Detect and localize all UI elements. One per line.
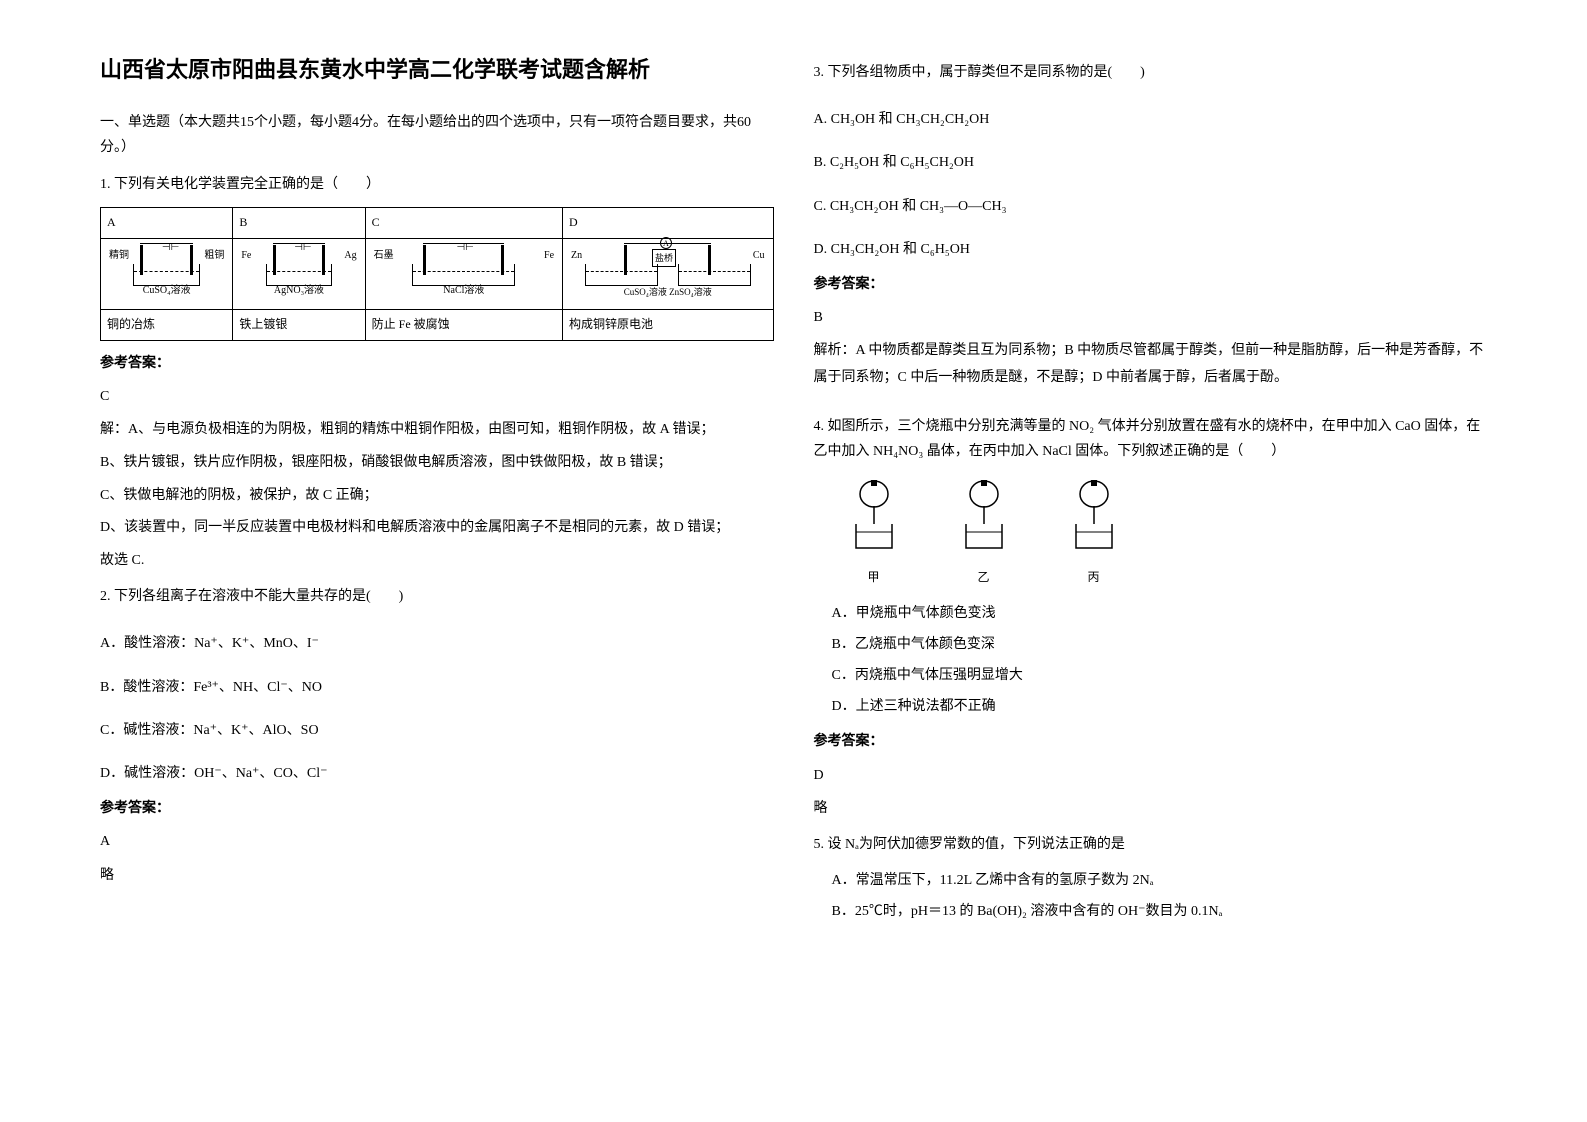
table-row: ⊣⊢ 精铜 粗铜 CuSO₄溶液 ⊣⊢ Fe Ag [101, 238, 774, 310]
flask-jia: 甲 [844, 476, 904, 589]
q1-text: 1. 下列有关电化学装置完全正确的是（ ） [100, 172, 774, 197]
header-a: A [101, 208, 233, 239]
desc-d: 构成铜锌原电池 [563, 310, 773, 341]
flask-yi: 乙 [954, 476, 1014, 589]
q2-optA: A．酸性溶液：Na⁺、K⁺、MnO、I⁻ [100, 631, 774, 656]
q3-exp: 解析：A 中物质都是醇类且互为同系物；B 中物质尽管都属于醇类，但前一种是脂肪醇… [814, 338, 1488, 391]
header-d: D [563, 208, 773, 239]
q4-answer: D [814, 763, 1488, 788]
label: CuSO₄溶液 [624, 287, 667, 297]
cell-c-diagram: ⊣⊢ 石墨 Fe NaCl溶液 [365, 238, 562, 310]
flask-bing: 丙 [1064, 476, 1124, 589]
q4-optA: A．甲烧瓶中气体颜色变浅 [832, 601, 1488, 626]
battery-icon: ⊣⊢ [294, 239, 311, 257]
left-column: 山西省太原市阳曲县东黄水中学高二化学联考试题含解析 一、单选题（本大题共15个小… [80, 50, 794, 1072]
answer-label: 参考答案： [100, 796, 774, 821]
q5-text: 5. 设 Nₐ为阿伏加德罗常数的值，下列说法正确的是 [814, 832, 1488, 857]
header-c: C [365, 208, 562, 239]
flask-diagram: 甲 乙 丙 [844, 476, 1488, 589]
desc-c: 防止 Fe 被腐蚀 [365, 310, 562, 341]
q1-exp: D、该装置中，同一半反应装置中电极材料和电解质溶液中的金属阳离子不是相同的元素，… [100, 515, 774, 542]
q2-exp: 略 [100, 863, 774, 890]
label: NaCl溶液 [372, 282, 556, 300]
flask-icon [954, 476, 1014, 556]
label: ZnSO₄溶液 [669, 287, 712, 297]
label: 石墨 [374, 247, 394, 265]
answer-label: 参考答案： [814, 272, 1488, 297]
q5-optB: B．25℃时，pH＝13 的 Ba(OH)₂ 溶液中含有的 OH⁻数目为 0.1… [832, 899, 1488, 924]
q2-optB: B．酸性溶液：Fe³⁺、NH、Cl⁻、NO [100, 675, 774, 700]
q4-optC: C．丙烧瓶中气体压强明显增大 [832, 663, 1488, 688]
label: 精铜 [109, 247, 129, 265]
label: AgNO₃溶液 [239, 282, 358, 300]
desc-a: 铜的冶炼 [101, 310, 233, 341]
q3-optD: D. CH₃CH₂OH 和 C₆H₅OH [814, 237, 1488, 262]
label: Fe [241, 247, 251, 265]
q4-optD: D．上述三种说法都不正确 [832, 694, 1488, 719]
q3-text: 3. 下列各组物质中，属于醇类但不是同系物的是( ) [814, 60, 1488, 85]
q2-optC: C．碱性溶液：Na⁺、K⁺、AlO、SO [100, 718, 774, 743]
answer-label: 参考答案： [100, 351, 774, 376]
right-column: 3. 下列各组物质中，属于醇类但不是同系物的是( ) A. CH₃OH 和 CH… [794, 50, 1508, 1072]
cell-d-diagram: A 盐桥 Zn Cu CuSO₄溶液 ZnSO₄溶液 [563, 238, 773, 310]
label: CuSO₄溶液 [107, 282, 226, 300]
cell-a-diagram: ⊣⊢ 精铜 粗铜 CuSO₄溶液 [101, 238, 233, 310]
q3-optA: A. CH₃OH 和 CH₃CH₂CH₂OH [814, 107, 1488, 132]
q4-optB: B．乙烧瓶中气体颜色变深 [832, 632, 1488, 657]
label: Ag [344, 247, 356, 265]
q4-exp: 略 [814, 796, 1488, 823]
device-table: A B C D ⊣⊢ 精铜 粗铜 CuSO₄溶液 ⊣⊢ [100, 207, 774, 341]
battery-icon: ⊣⊢ [162, 239, 179, 257]
label: Cu [753, 247, 765, 265]
q3-answer: B [814, 305, 1488, 330]
q1-exp: 故选 C. [100, 548, 774, 575]
q3-optB: B. C₂H₅OH 和 C₆H₅CH₂OH [814, 150, 1488, 175]
table-row: 铜的冶炼 铁上镀银 防止 Fe 被腐蚀 构成铜锌原电池 [101, 310, 774, 341]
section-header: 一、单选题（本大题共15个小题，每小题4分。在每小题给出的四个选项中，只有一项符… [100, 110, 774, 160]
flask-label: 乙 [954, 567, 1014, 589]
q1-exp: 解：A、与电源负极相连的为阴极，粗铜的精炼中粗铜作阳极，由图可知，粗铜作阴极，故… [100, 417, 774, 444]
cell-b-diagram: ⊣⊢ Fe Ag AgNO₃溶液 [233, 238, 365, 310]
label: 粗铜 [204, 247, 224, 265]
flask-icon [1064, 476, 1124, 556]
q2-optD: D．碱性溶液：OH⁻、Na⁺、CO、Cl⁻ [100, 761, 774, 786]
q4-text: 4. 如图所示，三个烧瓶中分别充满等量的 NO₂ 气体并分别放置在盛有水的烧杯中… [814, 414, 1488, 464]
page-title: 山西省太原市阳曲县东黄水中学高二化学联考试题含解析 [100, 50, 774, 90]
table-row: A B C D [101, 208, 774, 239]
flask-icon [844, 476, 904, 556]
header-b: B [233, 208, 365, 239]
q2-answer: A [100, 829, 774, 854]
q2-text: 2. 下列各组离子在溶液中不能大量共存的是( ) [100, 584, 774, 609]
q5-optA: A．常温常压下，11.2L 乙烯中含有的氢原子数为 2Nₐ [832, 868, 1488, 893]
answer-label: 参考答案： [814, 729, 1488, 754]
label: Zn [571, 247, 582, 265]
q1-exp: B、铁片镀银，铁片应作阴极，银座阳极，硝酸银做电解质溶液，图中铁做阳极，故 B … [100, 450, 774, 477]
desc-b: 铁上镀银 [233, 310, 365, 341]
q1-exp: C、铁做电解池的阴极，被保护，故 C 正确； [100, 483, 774, 510]
flask-label: 甲 [844, 567, 904, 589]
flask-label: 丙 [1064, 567, 1124, 589]
q3-optC: C. CH₃CH₂OH 和 CH₃—O—CH₃ [814, 194, 1488, 219]
q1-answer: C [100, 384, 774, 409]
battery-icon: ⊣⊢ [456, 239, 473, 257]
label: Fe [544, 247, 554, 265]
